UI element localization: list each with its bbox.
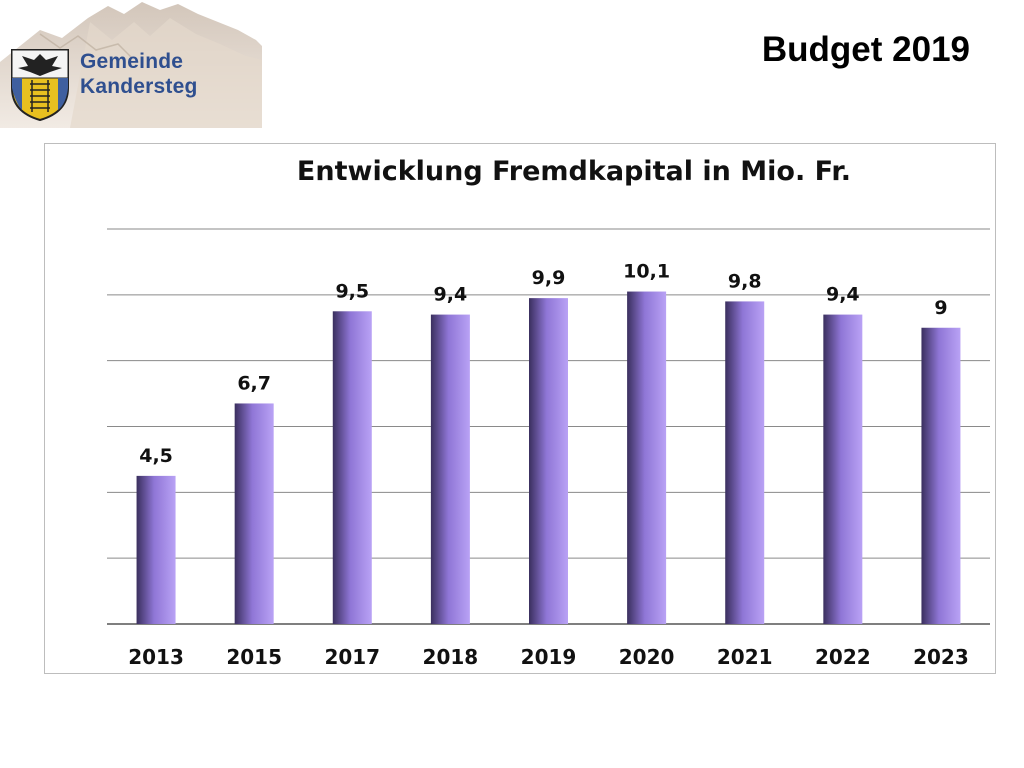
data-label-2019: 9,9 [532,267,566,289]
bars [136,291,961,624]
bar-2023 [921,327,961,624]
category-label-2015: 2015 [226,645,282,669]
chart-title: Entwicklung Fremdkapital in Mio. Fr. [297,156,851,187]
category-label-2017: 2017 [324,645,380,669]
bar-2018 [430,314,470,624]
category-labels: 2013 2015 2017 2018 2019 2020 2021 2022 2023 [128,645,969,669]
bar-2019 [529,298,568,624]
data-label-2015: 6,7 [237,372,271,394]
bar-2021 [725,301,765,624]
category-label-2020: 2020 [619,645,675,669]
data-label-2022: 9,4 [826,284,860,306]
logo-text-kandersteg: Kandersteg [80,75,198,98]
data-labels: 4,5 6,7 9,5 9,4 9,9 10,1 9,8 9,4 9 [139,261,947,467]
data-label-2021: 9,8 [728,270,762,292]
data-label-2017: 9,5 [335,280,369,302]
data-label-2023: 9 [934,297,947,319]
category-label-2021: 2021 [717,645,773,669]
kandersteg-logo: Gemeinde Kandersteg [0,0,262,128]
category-label-2023: 2023 [913,645,969,669]
data-label-2013: 4,5 [139,445,173,467]
slide-title: Budget 2019 [761,30,970,69]
data-label-2018: 9,4 [434,284,468,306]
bar-2015 [234,403,274,624]
bar-2020 [627,291,667,624]
category-label-2019: 2019 [521,645,577,669]
category-label-2022: 2022 [815,645,871,669]
logo-text-gemeinde: Gemeinde [80,50,184,73]
category-label-2013: 2013 [128,645,184,669]
coat-of-arms-icon [11,49,69,122]
bar-2022 [823,314,863,624]
bar-2017 [332,311,372,624]
data-label-2020: 10,1 [623,261,670,283]
category-label-2018: 2018 [423,645,479,669]
bar-2013 [136,475,176,624]
